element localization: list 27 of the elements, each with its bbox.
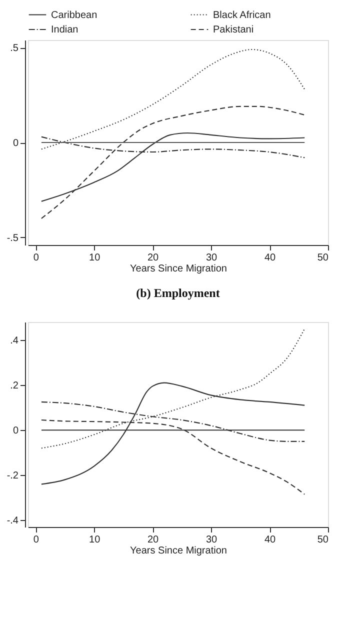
x-tick-label: 30 — [206, 252, 218, 264]
x-tick-label: 30 — [206, 534, 218, 546]
x-tick-label: 10 — [89, 252, 101, 264]
legend-label: Pakistani — [213, 24, 254, 36]
x-tick-label: 20 — [148, 534, 160, 546]
x-tick-label: 40 — [264, 534, 276, 546]
y-tick-label: -.4 — [6, 516, 19, 527]
x-tick-label: 0 — [33, 252, 40, 264]
y-tick-label: .2 — [10, 380, 19, 392]
x-tick-label: 0 — [33, 534, 40, 546]
x-tick-label: 40 — [264, 252, 276, 264]
chart-title: (b) Employment — [136, 286, 220, 300]
legend-label: Black African — [213, 10, 271, 21]
y-tick-label: .5 — [10, 43, 19, 54]
x-axis-title: Years Since Migration — [130, 546, 227, 556]
x-tick-label: 10 — [89, 534, 101, 546]
x-axis-title: Years Since Migration — [130, 264, 227, 274]
y-tick-label: -.5 — [6, 232, 19, 244]
x-tick-label: 20 — [148, 252, 160, 264]
y-tick-label: .4 — [10, 336, 19, 347]
y-tick-label: 0 — [12, 138, 19, 149]
legend-label: Indian — [51, 24, 78, 36]
legend-label: Caribbean — [51, 10, 98, 21]
y-tick-label: -.2 — [6, 470, 19, 482]
x-tick-label: 50 — [317, 534, 329, 546]
x-tick-label: 50 — [317, 252, 329, 264]
y-tick-label: 0 — [12, 426, 19, 437]
